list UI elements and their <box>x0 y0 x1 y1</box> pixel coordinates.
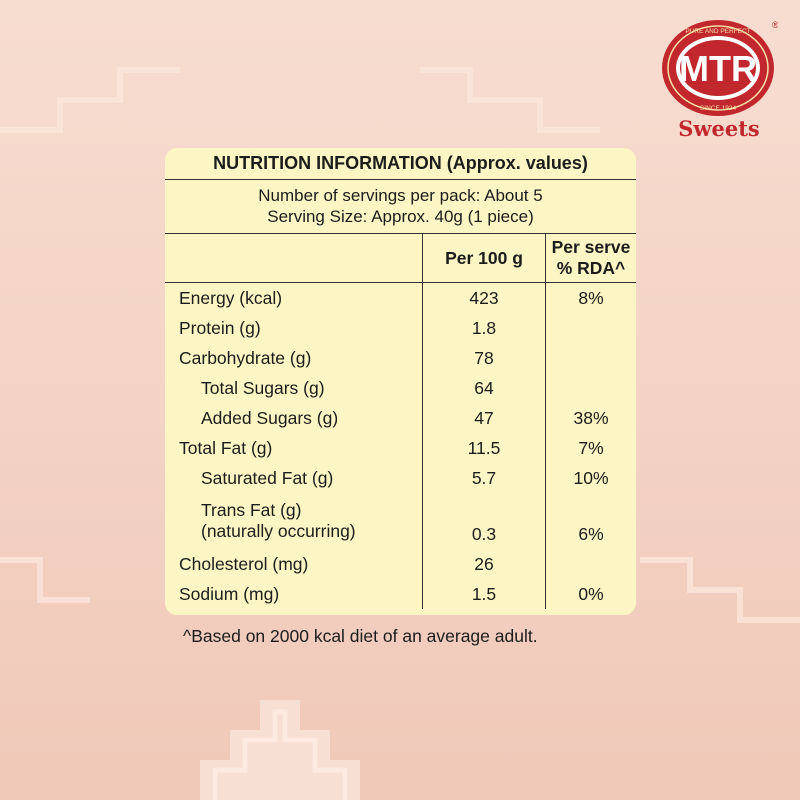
rda-value <box>546 373 637 403</box>
rda-value: 6% <box>578 524 604 544</box>
table-row: Cholesterol (mg) 26 <box>165 549 636 579</box>
rda-value: 10% <box>573 467 609 488</box>
nutrition-table-title: NUTRITION INFORMATION (Approx. values) <box>165 148 636 180</box>
per-100g-value: 1.8 <box>422 313 546 343</box>
rda-value: 38% <box>573 407 609 428</box>
logo-ring-top-text: PURE AND PERFECT <box>685 28 750 35</box>
rda-header-line1: Per serve <box>551 237 631 257</box>
per-100g-value: 1.5 <box>422 579 546 609</box>
rda-value <box>546 549 637 579</box>
nutrient-label-line2: (naturally occurring) <box>201 521 356 541</box>
product-line-label: Sweets <box>678 116 760 141</box>
table-row: Added Sugars (g) 47 38% <box>165 403 636 433</box>
nutrient-label: Saturated Fat (g) <box>165 463 423 493</box>
table-row: Trans Fat (g) (naturally occurring) 0.3 … <box>165 493 636 549</box>
table-row: Total Fat (g) 11.5 7% <box>165 433 636 463</box>
per-100g-value: 5.7 <box>422 463 546 493</box>
registered-mark: ® <box>772 20 778 30</box>
nutrient-label: Added Sugars (g) <box>165 403 423 433</box>
rda-value: 0% <box>578 583 604 604</box>
logo-ring-bottom-text: SINCE 1924 <box>700 105 737 112</box>
serving-info: Number of servings per pack: About 5 Ser… <box>165 180 636 234</box>
nutrient-grid: Per 100 g Per serve % RDA^ Energy (kcal)… <box>165 234 636 609</box>
table-row: Protein (g) 1.8 <box>165 313 636 343</box>
table-row: Energy (kcal) 423 8% <box>165 282 636 313</box>
nutrient-label: Carbohydrate (g) <box>165 343 423 373</box>
nutrient-label: Trans Fat (g) (naturally occurring) <box>165 493 423 549</box>
serving-size: Serving Size: Approx. 40g (1 piece) <box>267 207 534 226</box>
nutrient-label: Sodium (mg) <box>165 579 423 609</box>
per-100g-column-header: Per 100 g <box>422 234 546 283</box>
per-100g-value: 78 <box>422 343 546 373</box>
rda-value <box>546 313 637 343</box>
per-100g-value: 0.3 <box>422 493 546 549</box>
column-header-row: Per 100 g Per serve % RDA^ <box>165 234 636 283</box>
rda-value <box>546 343 637 373</box>
rda-value: 7% <box>578 437 604 458</box>
nutrient-label: Protein (g) <box>165 313 423 343</box>
table-row: Total Sugars (g) 64 <box>165 373 636 403</box>
logo-wordmark: MTR <box>679 48 757 89</box>
nutrient-label: Total Sugars (g) <box>165 373 423 403</box>
table-row: Sodium (mg) 1.5 0% <box>165 579 636 609</box>
table-row: Saturated Fat (g) 5.7 10% <box>165 463 636 493</box>
per-100g-value: 11.5 <box>422 433 546 463</box>
servings-per-pack: Number of servings per pack: About 5 <box>258 186 543 205</box>
per-100g-value: 47 <box>422 403 546 433</box>
nutrition-table: NUTRITION INFORMATION (Approx. values) N… <box>165 148 636 615</box>
table-row: Carbohydrate (g) 78 <box>165 343 636 373</box>
rda-header-line2: % RDA^ <box>556 258 626 278</box>
rda-column-header: Per serve % RDA^ <box>545 234 636 283</box>
mtr-logo: MTR PURE AND PERFECT SINCE 1924 ® <box>660 18 778 118</box>
nutrient-label: Energy (kcal) <box>165 282 423 313</box>
per-100g-value: 26 <box>422 549 546 579</box>
nutrient-label: Cholesterol (mg) <box>165 549 423 579</box>
rda-value: 8% <box>578 287 604 308</box>
per-100g-value: 64 <box>422 373 546 403</box>
nutrient-label-line1: Trans Fat (g) <box>201 500 302 520</box>
rda-footnote: ^Based on 2000 kcal diet of an average a… <box>183 626 538 646</box>
per-100g-value: 423 <box>422 282 546 313</box>
nutrient-label: Total Fat (g) <box>165 433 423 463</box>
nutrient-column-header <box>165 234 423 283</box>
